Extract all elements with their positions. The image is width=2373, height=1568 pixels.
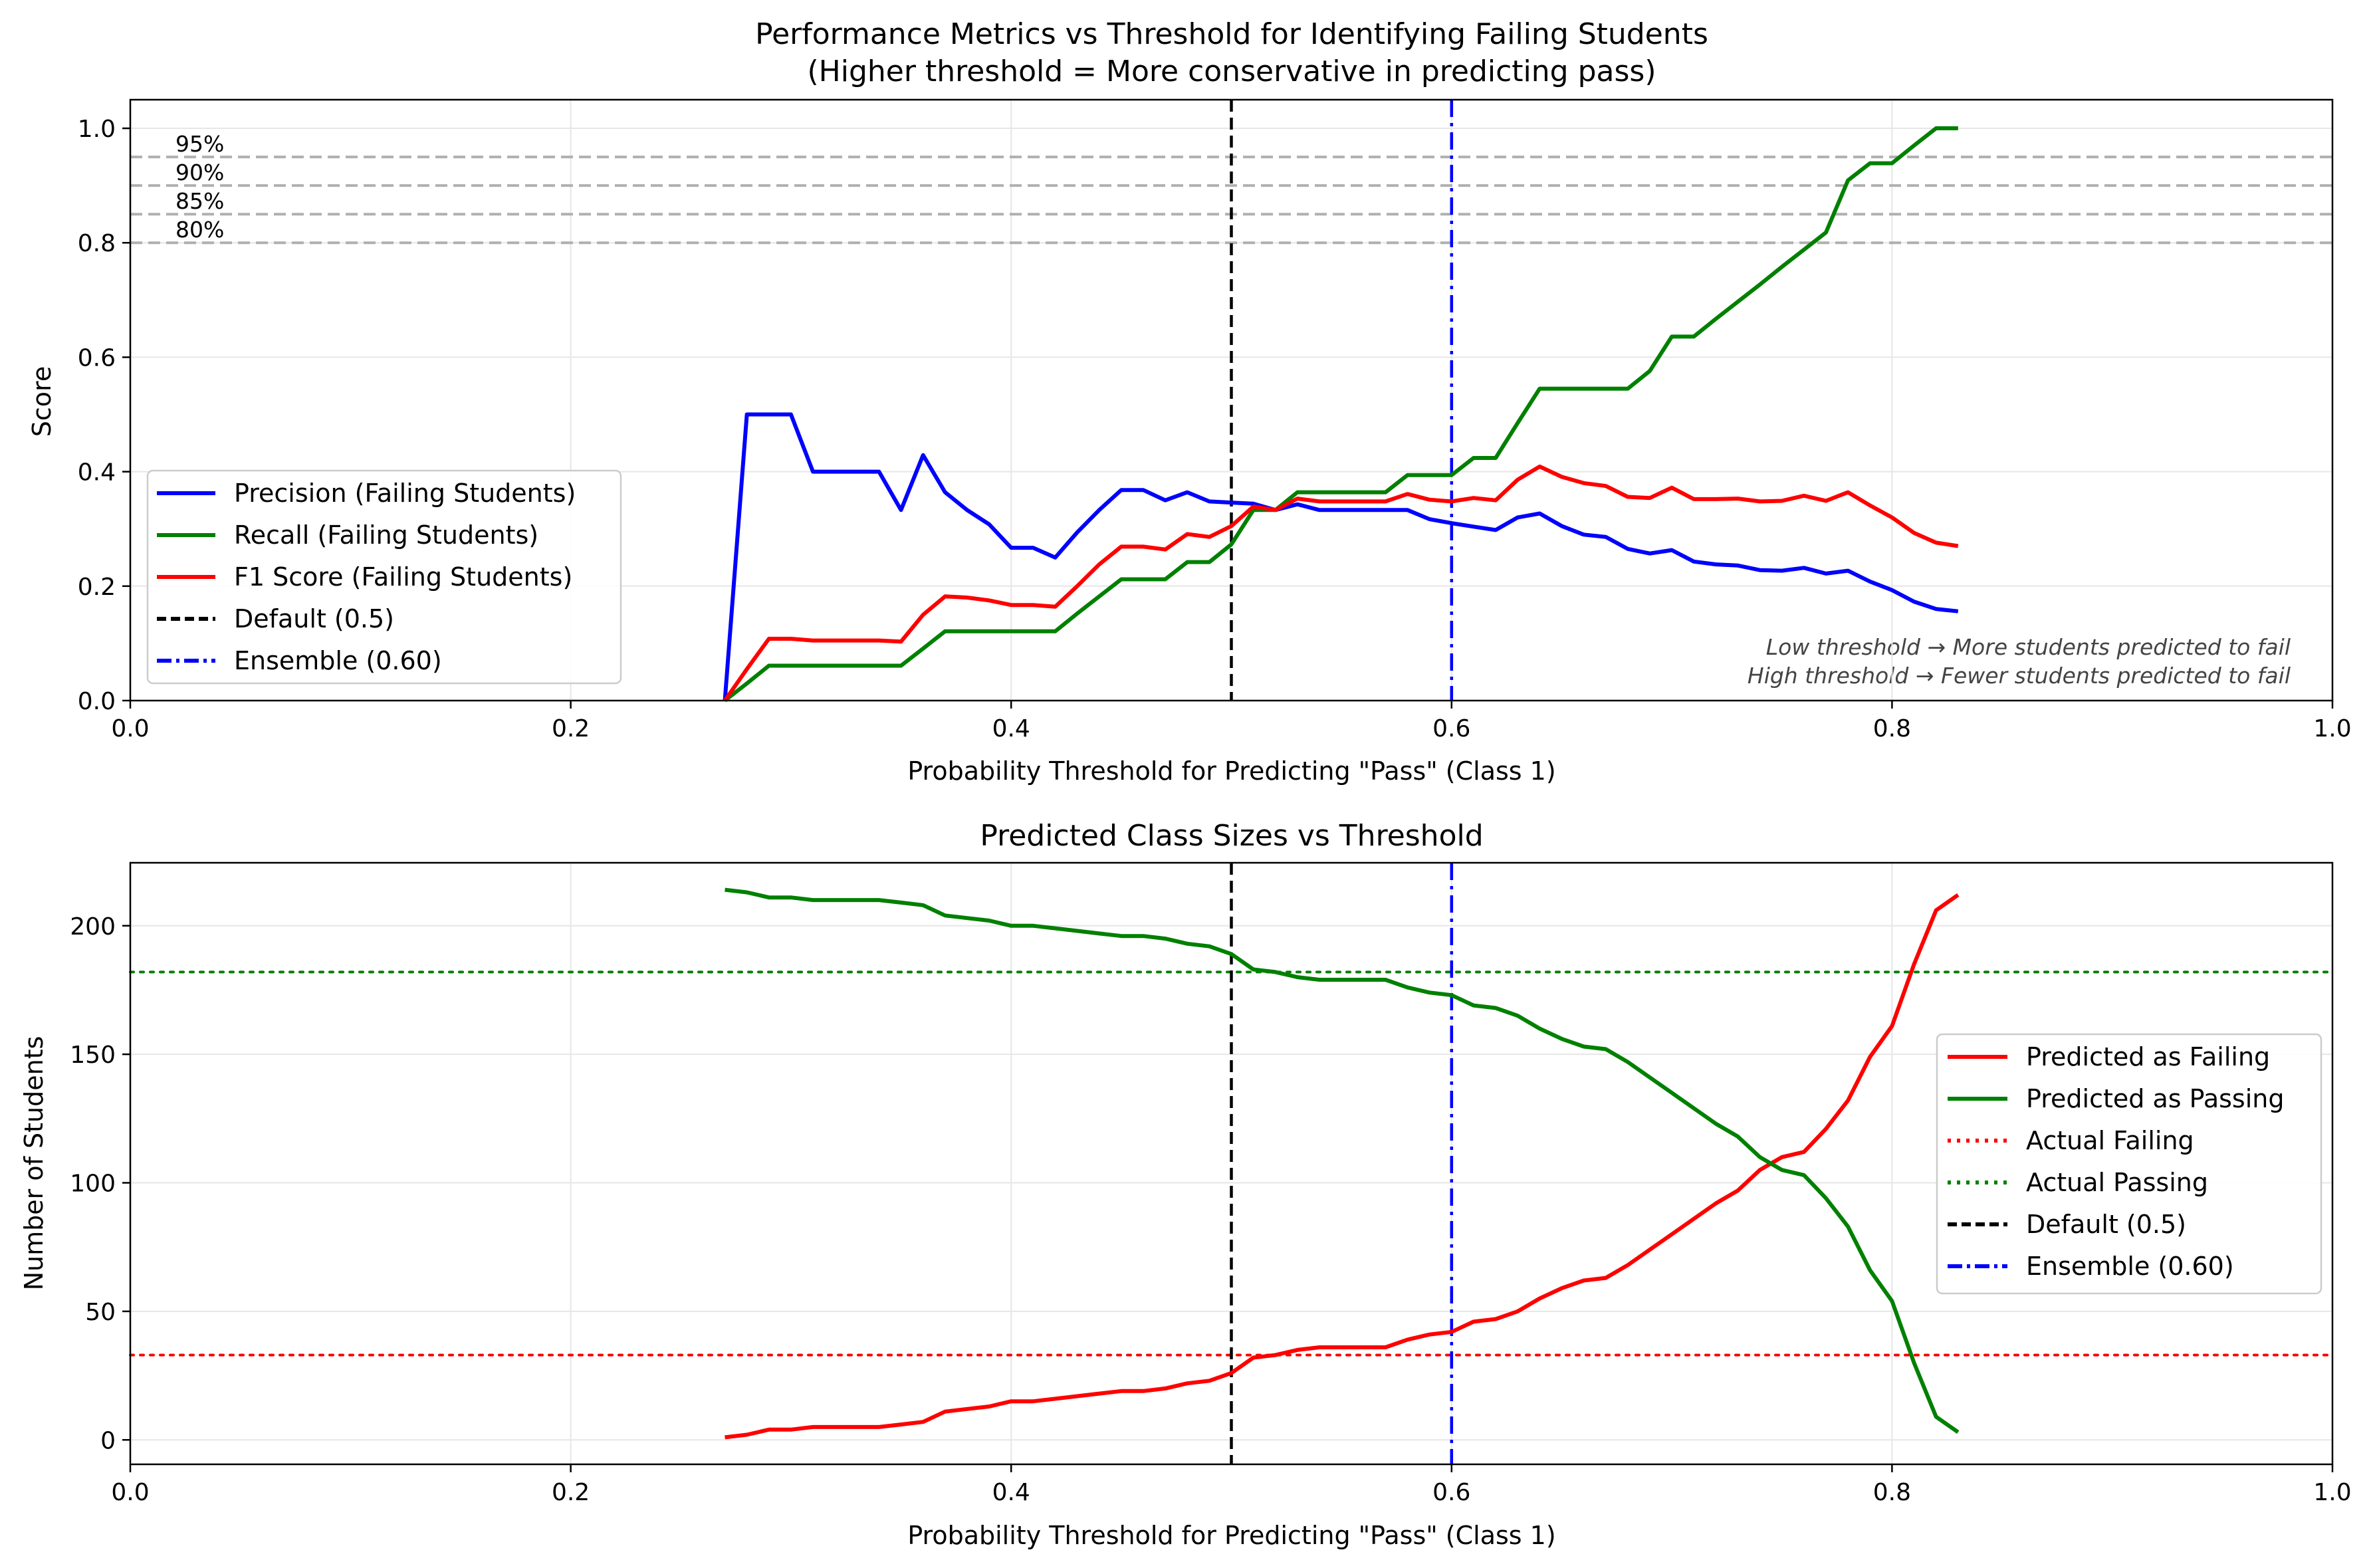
chart1-legend-box: [146, 469, 622, 685]
chart1-x-tick-label: 1.0: [2313, 715, 2351, 742]
chart1-y-tick-label: 0.6: [78, 344, 116, 372]
chart2-ylabel: Number of Students: [19, 1036, 49, 1291]
chart2-y-tick-label: 200: [70, 913, 116, 941]
chart2-x-tick-label: 0.0: [111, 1479, 149, 1506]
chart1-subtitle: (Higher threshold = More conservative in…: [808, 55, 1656, 88]
chart2-title: Predicted Class Sizes vs Threshold: [980, 819, 1483, 853]
chart2-series-predicted-as-failing: [725, 893, 1960, 1440]
chart1-note-high: High threshold → Fewer students predicte…: [1748, 663, 2291, 689]
chart2-x-tick-label: 0.6: [1432, 1479, 1470, 1506]
chart2-x-tick-label: 0.4: [992, 1479, 1030, 1506]
chart2-legend-box: [1936, 1033, 2322, 1295]
chart1-y-tick-label: 1.0: [78, 116, 116, 143]
chart2-y-tick-label: 100: [70, 1171, 116, 1198]
chart1-x-tick-label: 0.0: [111, 715, 149, 742]
chart1-legend-label: Precision (Failing Students): [234, 479, 576, 508]
chart2-y-tick-label: 50: [85, 1299, 116, 1326]
chart1-y-tick-label: 0.0: [78, 688, 116, 715]
chart2-legend-label: Actual Failing: [2026, 1126, 2194, 1155]
chart1-title: Performance Metrics vs Threshold for Ide…: [755, 17, 1708, 51]
chart1-series-recall-failing-students: [723, 126, 1958, 703]
chart1-legend-label: Default (0.5): [234, 604, 394, 633]
chart1-axes-frame: [129, 98, 2334, 702]
chart2-series-predicted-as-passing: [725, 887, 1960, 1434]
chart1-y-tick-label: 0.8: [78, 230, 116, 257]
chart1-ref-label: 95%: [175, 131, 224, 157]
chart2-plot-area: 0.0 0.2 0.4 0.6 0.8 1.0 0 50 100 150 200 Predicted …: [70, 861, 2352, 1506]
chart2-legend-label: Default (0.5): [2026, 1210, 2186, 1239]
chart2-x-tick-label: 0.2: [552, 1479, 590, 1506]
chart1-ref-label: 85%: [175, 188, 224, 214]
chart2-xlabel: Probability Threshold for Predicting "Pa…: [907, 1521, 1555, 1550]
chart2-x-tick-label: 1.0: [2313, 1479, 2351, 1506]
chart1-ylabel: Score: [27, 366, 56, 437]
chart1-legend-label: Recall (Failing Students): [234, 520, 538, 550]
chart2-x-tick-label: 0.8: [1873, 1479, 1911, 1506]
chart2-y-tick-label: 0: [100, 1427, 116, 1454]
chart1-legend-label: F1 Score (Failing Students): [234, 562, 572, 592]
chart1-x-tick-label: 0.8: [1873, 715, 1911, 742]
chart1-plot-area: 95% 90% 85% 80% 0.0 0.2 0.4 0.6 0.8 1.0 0.0 0.2 0.4 0…: [78, 98, 2352, 742]
chart1-x-tick-label: 0.2: [552, 715, 590, 742]
chart1-legend-label: Ensemble (0.60): [234, 646, 442, 675]
chart2-axes-frame: [129, 861, 2334, 1466]
chart1-series-precision-failing-students: [723, 412, 1959, 701]
chart1-xlabel: Probability Threshold for Predicting "Pa…: [907, 756, 1555, 786]
chart2-legend-label: Ensemble (0.60): [2026, 1252, 2234, 1281]
chart1-ref-label: 80%: [175, 217, 224, 243]
chart1-x-tick-label: 0.4: [992, 715, 1030, 742]
chart2-legend-label: Predicted as Failing: [2026, 1042, 2270, 1071]
chart1-ref-label: 90%: [175, 160, 224, 185]
chart2-y-tick-label: 150: [70, 1042, 116, 1069]
chart1-note-low: Low threshold → More students predicted …: [1766, 634, 2291, 660]
chart1-y-tick-label: 0.4: [78, 459, 116, 487]
chart1-y-tick-label: 0.2: [78, 574, 116, 601]
chart2-legend-label: Predicted as Passing: [2026, 1084, 2284, 1113]
chart1-x-tick-label: 0.6: [1432, 715, 1470, 742]
chart2-legend-label: Actual Passing: [2026, 1168, 2208, 1197]
chart1-series-f1-score-failing-students: [723, 464, 1959, 702]
